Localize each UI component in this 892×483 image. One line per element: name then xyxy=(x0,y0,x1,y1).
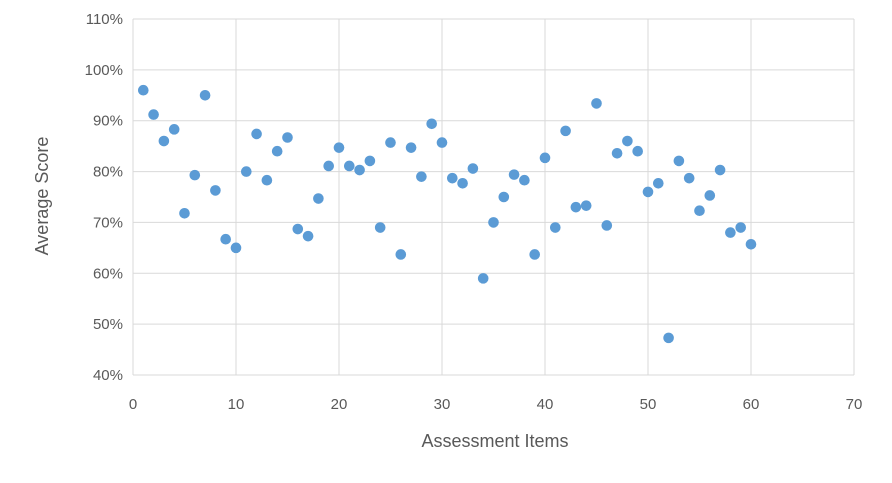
data-point xyxy=(179,207,190,219)
data-point xyxy=(385,137,396,148)
x-tick-label: 30 xyxy=(434,396,451,413)
data-point xyxy=(426,118,438,130)
data-point xyxy=(683,172,695,184)
data-point xyxy=(642,186,654,198)
y-tick-label: 100% xyxy=(85,62,123,79)
data-point xyxy=(210,185,221,196)
data-point xyxy=(302,230,314,242)
data-point xyxy=(261,174,273,186)
data-point xyxy=(580,200,592,211)
x-tick-label: 50 xyxy=(640,396,657,413)
data-point xyxy=(508,169,520,180)
data-point xyxy=(591,98,602,109)
data-point xyxy=(395,249,407,260)
data-point xyxy=(199,89,211,101)
data-point xyxy=(725,227,736,238)
data-point xyxy=(189,169,201,181)
data-point xyxy=(745,238,757,250)
data-point xyxy=(735,222,746,233)
data-point xyxy=(539,152,551,164)
y-tick-label: 90% xyxy=(93,113,123,130)
data-point xyxy=(560,125,571,137)
data-point xyxy=(292,223,304,235)
data-point xyxy=(498,191,510,203)
data-point xyxy=(282,132,293,143)
data-point xyxy=(230,242,242,254)
data-point xyxy=(138,84,149,96)
data-point xyxy=(632,145,643,157)
y-tick-label: 80% xyxy=(93,164,123,181)
data-point xyxy=(374,222,386,233)
y-tick-label: 110% xyxy=(86,11,123,28)
data-point xyxy=(663,332,674,344)
data-point xyxy=(488,217,499,228)
data-point xyxy=(519,174,530,186)
data-point xyxy=(364,155,376,167)
data-point xyxy=(673,155,685,167)
data-point xyxy=(241,166,252,177)
data-point xyxy=(653,177,664,189)
y-tick-label: 50% xyxy=(93,316,123,333)
x-tick-label: 60 xyxy=(743,396,760,413)
data-point xyxy=(694,205,705,217)
y-tick-label: 60% xyxy=(93,265,123,282)
data-point xyxy=(550,222,561,233)
data-point xyxy=(271,145,283,157)
data-point xyxy=(354,164,365,176)
x-tick-label: 10 xyxy=(228,396,245,413)
data-point xyxy=(168,124,180,135)
data-point xyxy=(447,172,458,184)
data-point xyxy=(467,163,479,174)
data-point xyxy=(436,137,448,148)
data-point xyxy=(158,135,170,147)
data-point xyxy=(333,142,345,153)
x-tick-label: 20 xyxy=(331,396,348,413)
tick-labels: 40% 50% 60% 70% 80% 90% 100% 110% 0 10 20 30 40 50 60 7… xyxy=(85,11,863,413)
data-point xyxy=(477,273,489,284)
x-tick-label: 70 xyxy=(846,396,863,413)
y-axis-title: Average Score xyxy=(32,137,52,256)
data-point xyxy=(148,109,159,120)
data-points xyxy=(138,84,757,344)
data-point xyxy=(416,171,427,182)
x-tick-label: 40 xyxy=(537,396,554,413)
data-point xyxy=(622,135,633,147)
data-point xyxy=(344,160,355,172)
data-point xyxy=(714,164,726,176)
data-point xyxy=(570,201,582,213)
grid-lines xyxy=(132,18,855,376)
data-point xyxy=(457,177,468,189)
data-point xyxy=(529,249,540,260)
y-tick-label: 70% xyxy=(93,214,123,231)
x-tick-label: 0 xyxy=(129,396,137,413)
data-point xyxy=(220,233,231,245)
data-point xyxy=(323,160,335,172)
data-point xyxy=(601,220,613,231)
data-point xyxy=(405,142,417,153)
data-point xyxy=(704,190,716,201)
x-axis-title: Assessment Items xyxy=(421,431,568,451)
data-point xyxy=(611,147,623,159)
data-point xyxy=(313,193,324,204)
data-point xyxy=(251,128,262,140)
y-tick-label: 40% xyxy=(93,367,123,384)
